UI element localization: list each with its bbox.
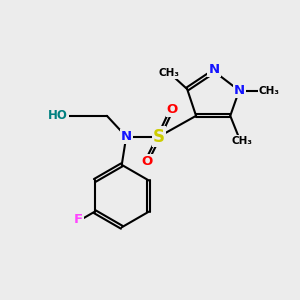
Text: N: N (234, 84, 245, 97)
Text: N: N (121, 130, 132, 143)
Text: S: S (153, 128, 165, 146)
Text: O: O (167, 103, 178, 116)
Text: O: O (141, 155, 153, 168)
Text: HO: HO (48, 109, 68, 122)
Text: CH₃: CH₃ (159, 68, 180, 78)
Text: CH₃: CH₃ (258, 85, 279, 96)
Text: F: F (74, 213, 83, 226)
Text: N: N (208, 63, 220, 76)
Text: CH₃: CH₃ (232, 136, 253, 146)
